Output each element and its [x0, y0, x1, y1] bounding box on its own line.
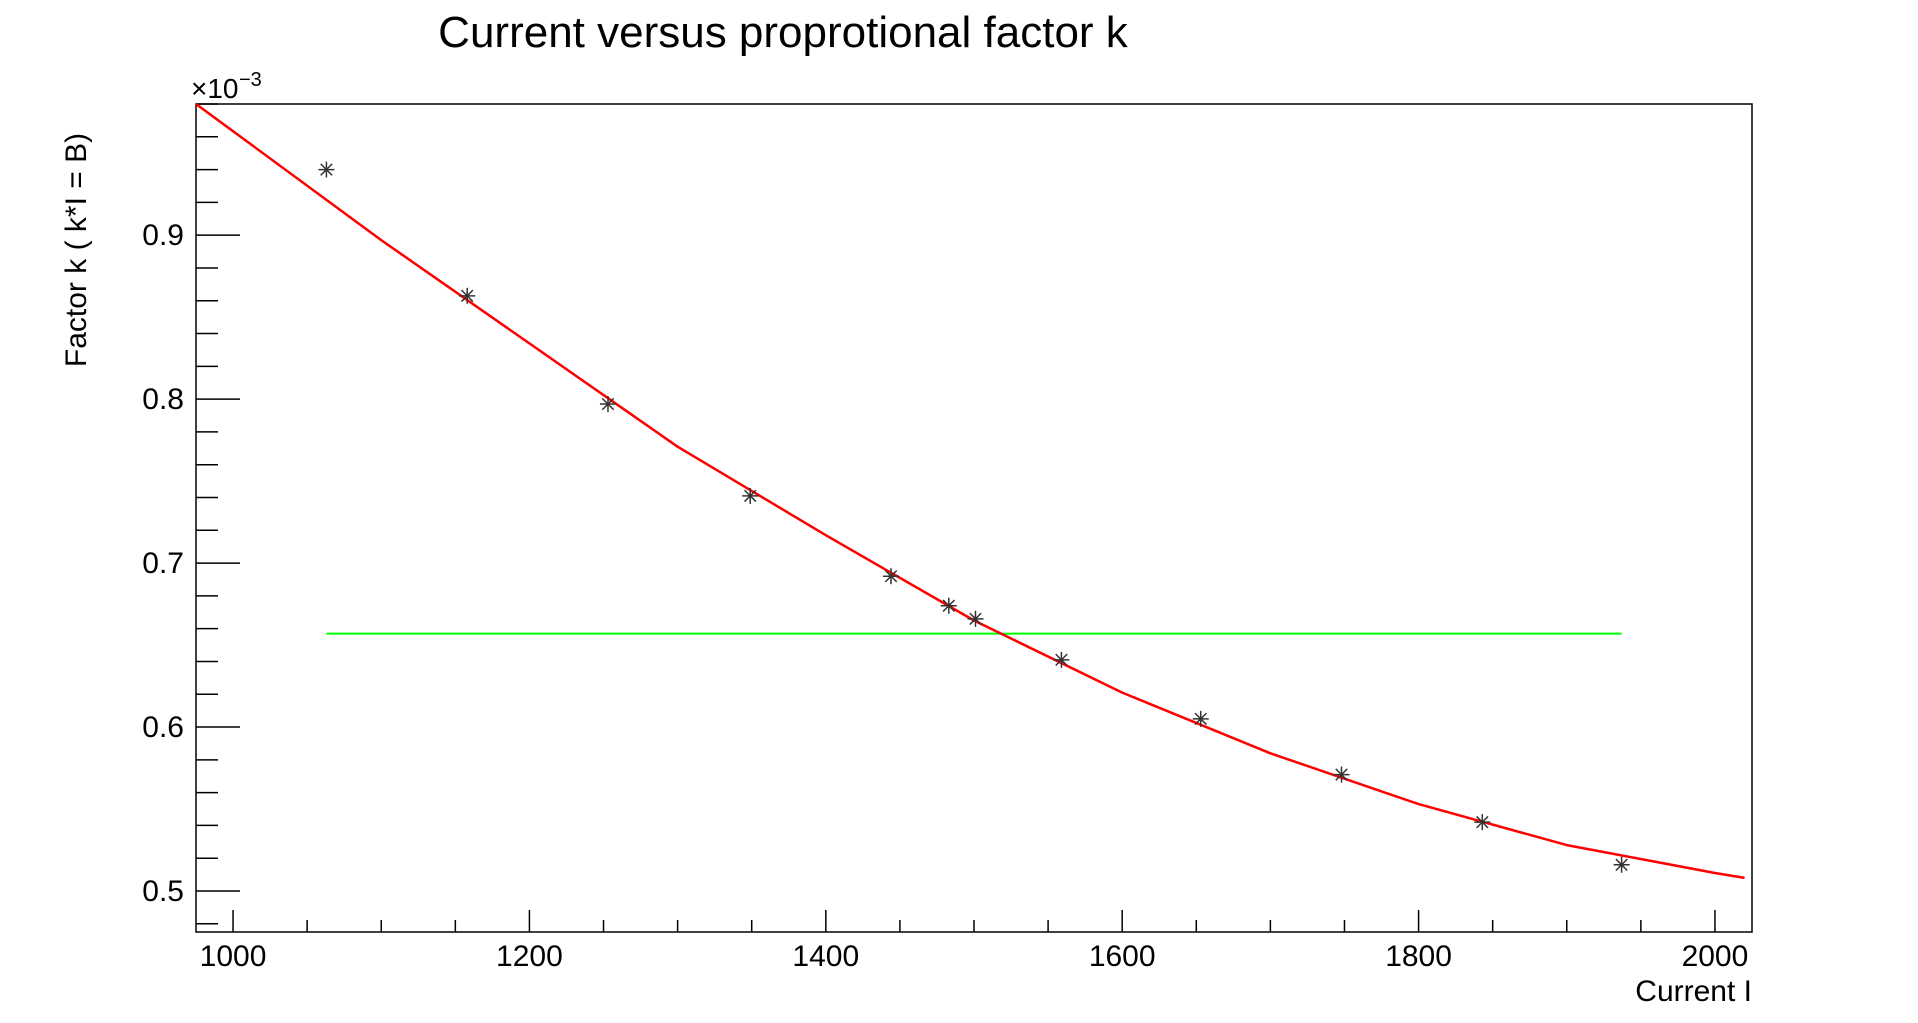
data-point-stroke [1335, 768, 1348, 781]
x-tick-label: 1200 [496, 940, 563, 973]
y-axis-label: Factor k ( k*I = B) [60, 133, 93, 367]
data-point-stroke [601, 397, 615, 411]
data-point [967, 610, 984, 627]
y-tick-label: 0.9 [142, 219, 184, 252]
y-tick-label: 0.6 [142, 711, 184, 744]
data-point [1474, 814, 1491, 831]
data-point [1333, 766, 1350, 783]
data-point [599, 396, 616, 413]
plot-frame [195, 103, 1753, 933]
x-tick-label: 1400 [792, 940, 859, 973]
data-point-stroke [320, 163, 333, 176]
chart-title: Current versus proprotional factor k [438, 8, 1129, 57]
x-tick-label: 2000 [1682, 940, 1749, 973]
data-point-stroke [1615, 858, 1628, 872]
data-point-stroke [460, 289, 474, 303]
x-tick-label: 1800 [1385, 940, 1452, 973]
data-point [459, 287, 476, 304]
data-point-stroke [969, 612, 982, 626]
plot-area [195, 103, 1753, 933]
data-point-stroke [1194, 712, 1207, 726]
x-axis: 1000 1200 1400 1600 1800 2000 [200, 910, 1749, 973]
y-tick-label: 0.7 [142, 547, 184, 580]
data-point-stroke [744, 489, 757, 503]
data-point [318, 161, 335, 178]
data-point [742, 487, 759, 504]
data-point-stroke [942, 599, 956, 612]
data-point [1192, 710, 1209, 727]
data-point [1613, 856, 1630, 873]
data-point [883, 568, 900, 585]
x-tick-label: 1600 [1089, 940, 1156, 973]
plot-marks [195, 102, 1745, 880]
data-point-stroke [884, 569, 898, 583]
y-multiplier-exponent: −3 [239, 69, 262, 91]
y-multiplier-base: ×10 [191, 73, 239, 104]
y-multiplier: ×10 −3 [191, 69, 262, 104]
fit-curve [195, 102, 1745, 880]
y-tick-label: 0.5 [142, 875, 184, 908]
x-tick-label: 1000 [200, 940, 267, 973]
y-tick-label: 0.8 [142, 383, 184, 416]
data-point [940, 597, 957, 614]
x-axis-label: Current I [1635, 975, 1752, 1008]
y-axis: 0.5 0.6 0.7 0.8 0.9 [142, 103, 240, 925]
data-point-stroke [1055, 653, 1068, 667]
data-point [1053, 651, 1070, 668]
data-point-stroke [1476, 815, 1489, 829]
